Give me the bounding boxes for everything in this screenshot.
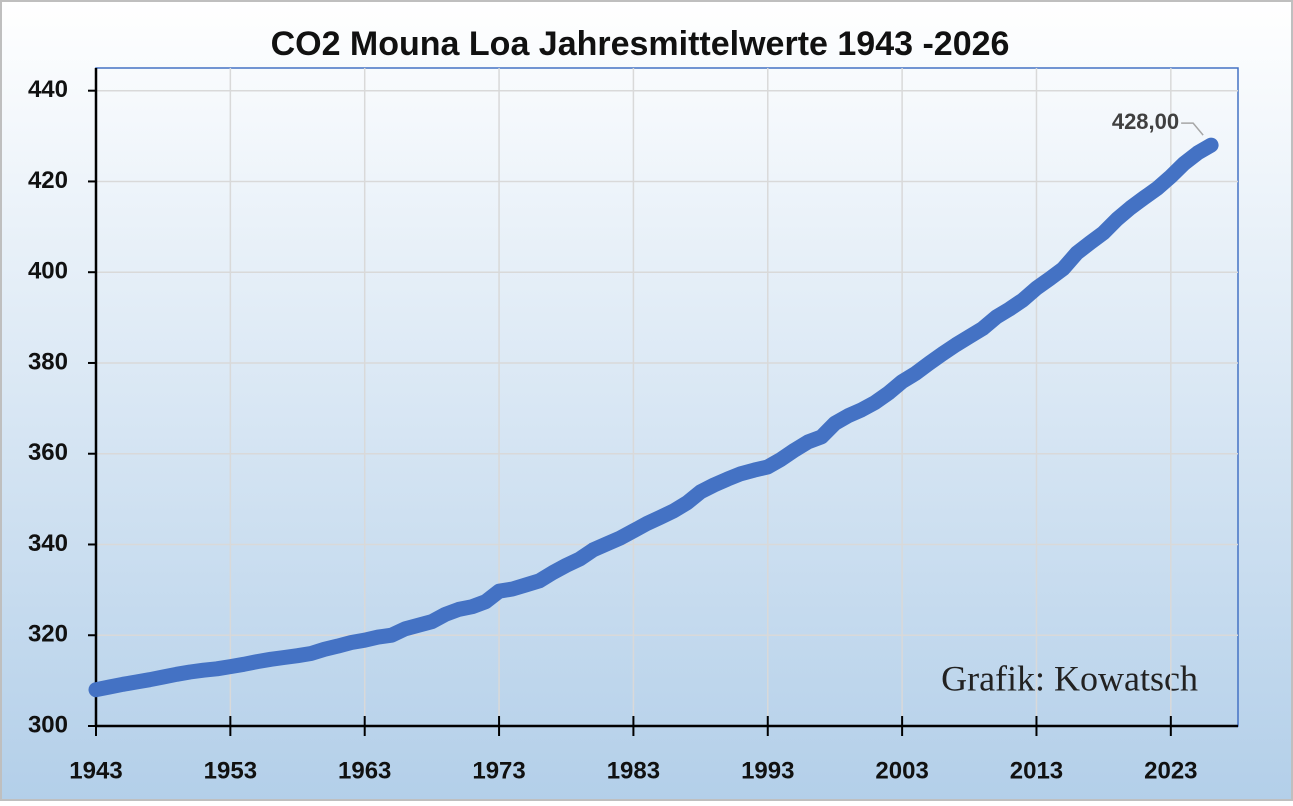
x-tick-label: 1993 — [741, 757, 794, 784]
label-leader — [1181, 122, 1204, 136]
x-tick-label: 1983 — [607, 757, 660, 784]
y-tick-label: 320 — [28, 621, 68, 648]
data-line — [88, 137, 1219, 698]
y-tick-label: 440 — [28, 76, 68, 103]
x-tick-label: 1973 — [472, 757, 525, 784]
y-tick-label: 360 — [28, 439, 68, 466]
y-tick-label: 400 — [28, 258, 68, 285]
annotation: Grafik: Kowatsch — [941, 658, 1198, 698]
x-tick-label: 2013 — [1010, 757, 1063, 784]
x-tick-label: 1963 — [338, 757, 391, 784]
x-tick-label: 2003 — [875, 757, 928, 784]
x-tick-label: 2023 — [1144, 757, 1197, 784]
y-tick-label: 340 — [28, 530, 68, 557]
chart-title: CO2 Mouna Loa Jahresmittelwerte 1943 -20… — [271, 25, 1010, 63]
x-tick-label: 1953 — [204, 757, 257, 784]
data-label: 428,00 — [1112, 109, 1179, 134]
y-tick-label: 300 — [28, 711, 68, 738]
y-tick-label: 420 — [28, 167, 68, 194]
x-tick-label: 1943 — [69, 757, 122, 784]
y-tick-label: 380 — [28, 348, 68, 375]
